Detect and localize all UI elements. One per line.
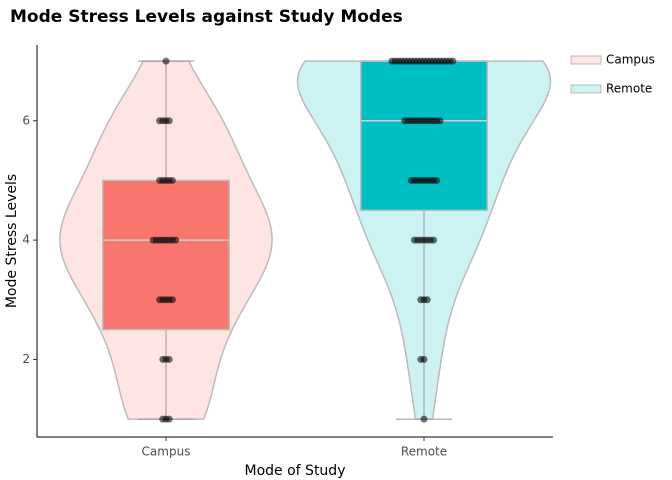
data-point — [423, 296, 431, 304]
data-point — [168, 176, 176, 184]
legend-swatch — [570, 55, 602, 65]
data-point — [165, 415, 173, 423]
x-axis-label: Mode of Study — [245, 463, 346, 479]
y-axis-label: Mode Stress Levels — [4, 174, 20, 308]
data-point — [449, 57, 457, 65]
legend-label: Campus — [606, 53, 655, 67]
box — [360, 60, 488, 212]
data-point — [401, 117, 409, 125]
data-point — [417, 296, 425, 304]
data-point — [388, 57, 396, 65]
data-point — [165, 355, 173, 363]
data-point — [410, 236, 418, 244]
y-tick-label: 4 — [22, 233, 30, 247]
x-tick-label: Remote — [401, 445, 447, 459]
data-point — [159, 415, 167, 423]
data-point — [159, 355, 167, 363]
data-point — [156, 296, 164, 304]
data-point — [149, 236, 157, 244]
data-point — [165, 117, 173, 125]
data-point — [168, 296, 176, 304]
data-point — [436, 117, 444, 125]
data-point — [417, 355, 425, 363]
legend-swatch — [570, 84, 602, 94]
data-point — [430, 236, 438, 244]
data-point — [156, 117, 164, 125]
chart-title: Mode Stress Levels against Study Modes — [10, 7, 403, 27]
y-tick-label: 6 — [22, 113, 30, 127]
data-point — [407, 176, 415, 184]
data-point — [433, 176, 441, 184]
legend-label: Remote — [606, 82, 652, 96]
x-tick-label: Campus — [142, 445, 191, 459]
data-point — [420, 415, 428, 423]
data-point — [172, 236, 180, 244]
data-point — [162, 57, 170, 65]
box — [102, 179, 230, 331]
y-tick-label: 2 — [22, 352, 30, 366]
data-point — [156, 176, 164, 184]
